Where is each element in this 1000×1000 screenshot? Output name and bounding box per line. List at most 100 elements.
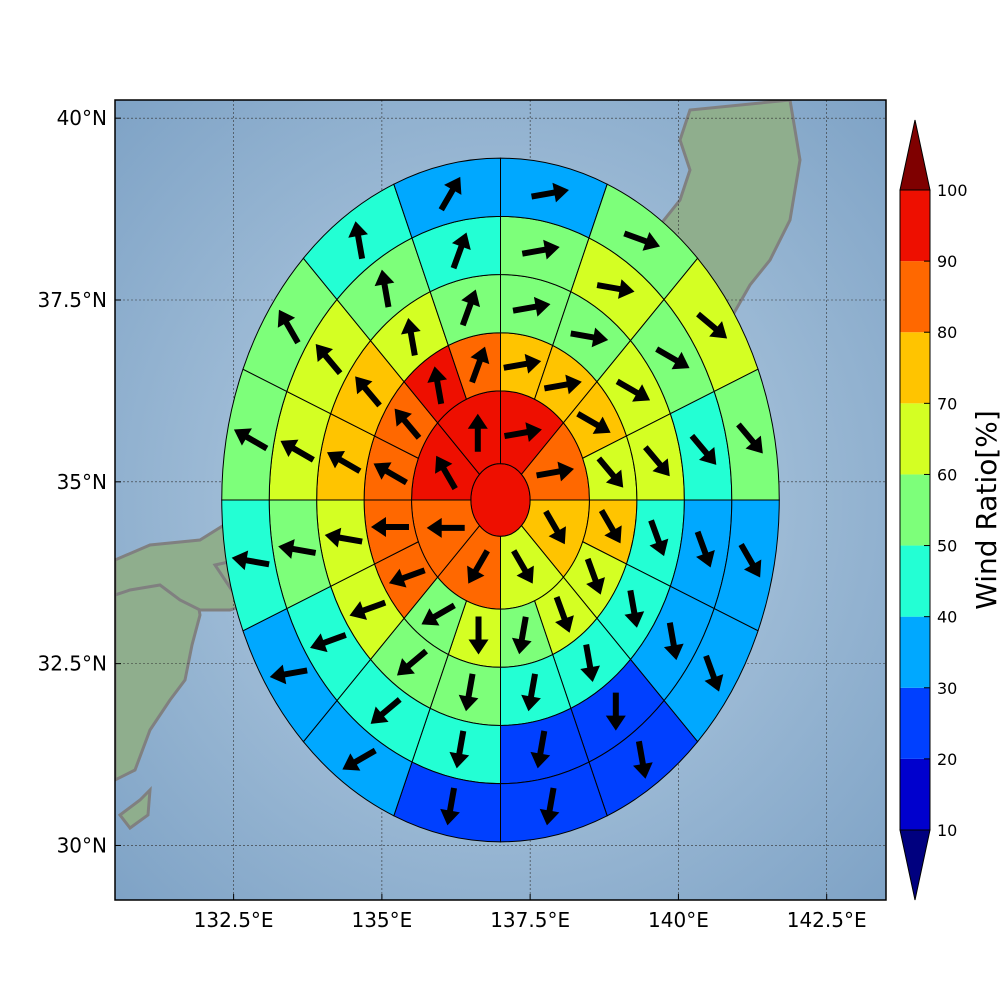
colorbar-tick-label: 70 [937, 394, 957, 413]
wind-arrow [370, 697, 402, 724]
wind-arrow [530, 730, 551, 769]
colorbar-band [900, 190, 930, 262]
colorbar-band [900, 687, 930, 759]
wind-arrow [450, 232, 471, 270]
wind-arrow [689, 433, 717, 465]
wind-arrows [231, 176, 763, 826]
wind-arrow [570, 327, 609, 348]
colorbar-tick-label: 30 [937, 679, 957, 698]
y-tick-label: 32.5°N [38, 652, 108, 676]
wind-arrow [400, 318, 421, 356]
wind-arrow [521, 239, 560, 260]
wind-arrow [324, 527, 363, 548]
land-islet [117, 786, 152, 831]
colorbar: 10 20 30 40 50 60 70 80 90 100 Wind Ratio[%] [899, 119, 1000, 901]
wind-arrow [655, 346, 690, 370]
wind-arrow [438, 176, 462, 212]
y-tick-label: 37.5°N [38, 288, 108, 312]
wind-arrow [598, 509, 622, 544]
map-frame [114, 99, 887, 901]
wind-arrow [467, 413, 488, 452]
colorbar-band [900, 616, 930, 688]
wind-arrow [503, 422, 542, 442]
wind-arrow [531, 182, 569, 203]
y-tick-label: 40°N [57, 106, 107, 130]
colorbar-tick-label: 60 [937, 465, 957, 484]
wind-arrow [605, 692, 626, 731]
wind-arrow [468, 616, 489, 655]
wind-arrow [543, 509, 566, 545]
y-axis-ticks: 30°N 32.5°N 35°N 37.5°N 40°N [38, 106, 121, 857]
colorbar-tick-label: 90 [937, 252, 957, 271]
colorbar-band [900, 758, 930, 830]
wind-arrow [374, 269, 395, 308]
wind-arrow [396, 648, 429, 676]
wind-arrow [738, 543, 762, 578]
colorbar-band [900, 332, 930, 404]
wind-arrow [310, 632, 347, 653]
wind-arrow [373, 462, 408, 486]
wind-arrow [511, 616, 532, 655]
wind-ratio-rings [221, 157, 780, 843]
x-tick-label: 132.5°E [194, 908, 274, 932]
colorbar-label: Wind Ratio[%] [970, 410, 1000, 610]
wind-arrow [576, 411, 611, 434]
wind-arrow [703, 654, 724, 692]
wind-arrow [643, 445, 670, 477]
colorbar-tick-label: 20 [937, 750, 957, 769]
wind-arrow [458, 673, 479, 712]
wind-arrow [539, 787, 560, 826]
wind-arrow [370, 516, 409, 537]
wind-arrow [580, 644, 601, 682]
colorbar-tick-label: 10 [937, 821, 957, 840]
wind-arrow [696, 311, 728, 339]
wind-arrow [449, 730, 470, 769]
wind-arrow [511, 549, 534, 584]
colorbar-tick-label: 50 [937, 537, 957, 556]
wind-arrow [426, 517, 465, 538]
wind-arrow [615, 378, 651, 402]
colorbar-over-triangle [899, 119, 931, 191]
wind-arrow [503, 353, 542, 374]
wind-arrow [469, 346, 490, 384]
colorbar-tick-label: 100 [937, 181, 968, 200]
wind-arrow [342, 747, 377, 771]
wind-arrow [280, 439, 315, 463]
wind-arrow [459, 289, 481, 327]
x-tick-label: 137.5°E [490, 908, 570, 932]
wind-arrow [349, 599, 387, 620]
colorbar-frame [899, 189, 931, 831]
wind-arrow [512, 296, 551, 317]
colorbar-tick-label: 40 [937, 608, 957, 627]
wind-arrow [536, 461, 575, 482]
x-tick-label: 142.5°E [787, 908, 867, 932]
x-axis-ticks: 132.5°E 135°E 137.5°E 140°E 142.5°E [194, 894, 867, 932]
map-panel [115, 100, 886, 900]
colorbar-band [900, 403, 930, 475]
x-tick-label: 140°E [648, 908, 709, 932]
y-tick-label: 30°N [57, 833, 107, 857]
wind-arrow [394, 408, 422, 440]
wind-arrow [231, 550, 270, 571]
wind-arrow [388, 567, 426, 588]
wind-arrow [421, 602, 456, 626]
wind-arrow [633, 740, 653, 779]
wind-arrow [435, 455, 458, 491]
wind-arrow [467, 549, 490, 584]
wind-arrow [233, 428, 269, 452]
wind-arrow [624, 589, 645, 628]
y-tick-label: 35°N [57, 470, 107, 494]
wind-arrow [663, 622, 684, 661]
colorbar-under-triangle [899, 829, 931, 901]
x-tick-label: 135°E [351, 908, 412, 932]
wind-arrow [521, 673, 541, 712]
wind-arrow [648, 519, 669, 557]
wind-arrow [736, 422, 763, 454]
wind-arrow [277, 309, 301, 345]
colorbar-band [900, 545, 930, 617]
wind-arrow [694, 530, 715, 568]
wind-arrow [596, 279, 635, 299]
wind-arrow [584, 557, 605, 595]
wind-arrow [543, 374, 582, 395]
